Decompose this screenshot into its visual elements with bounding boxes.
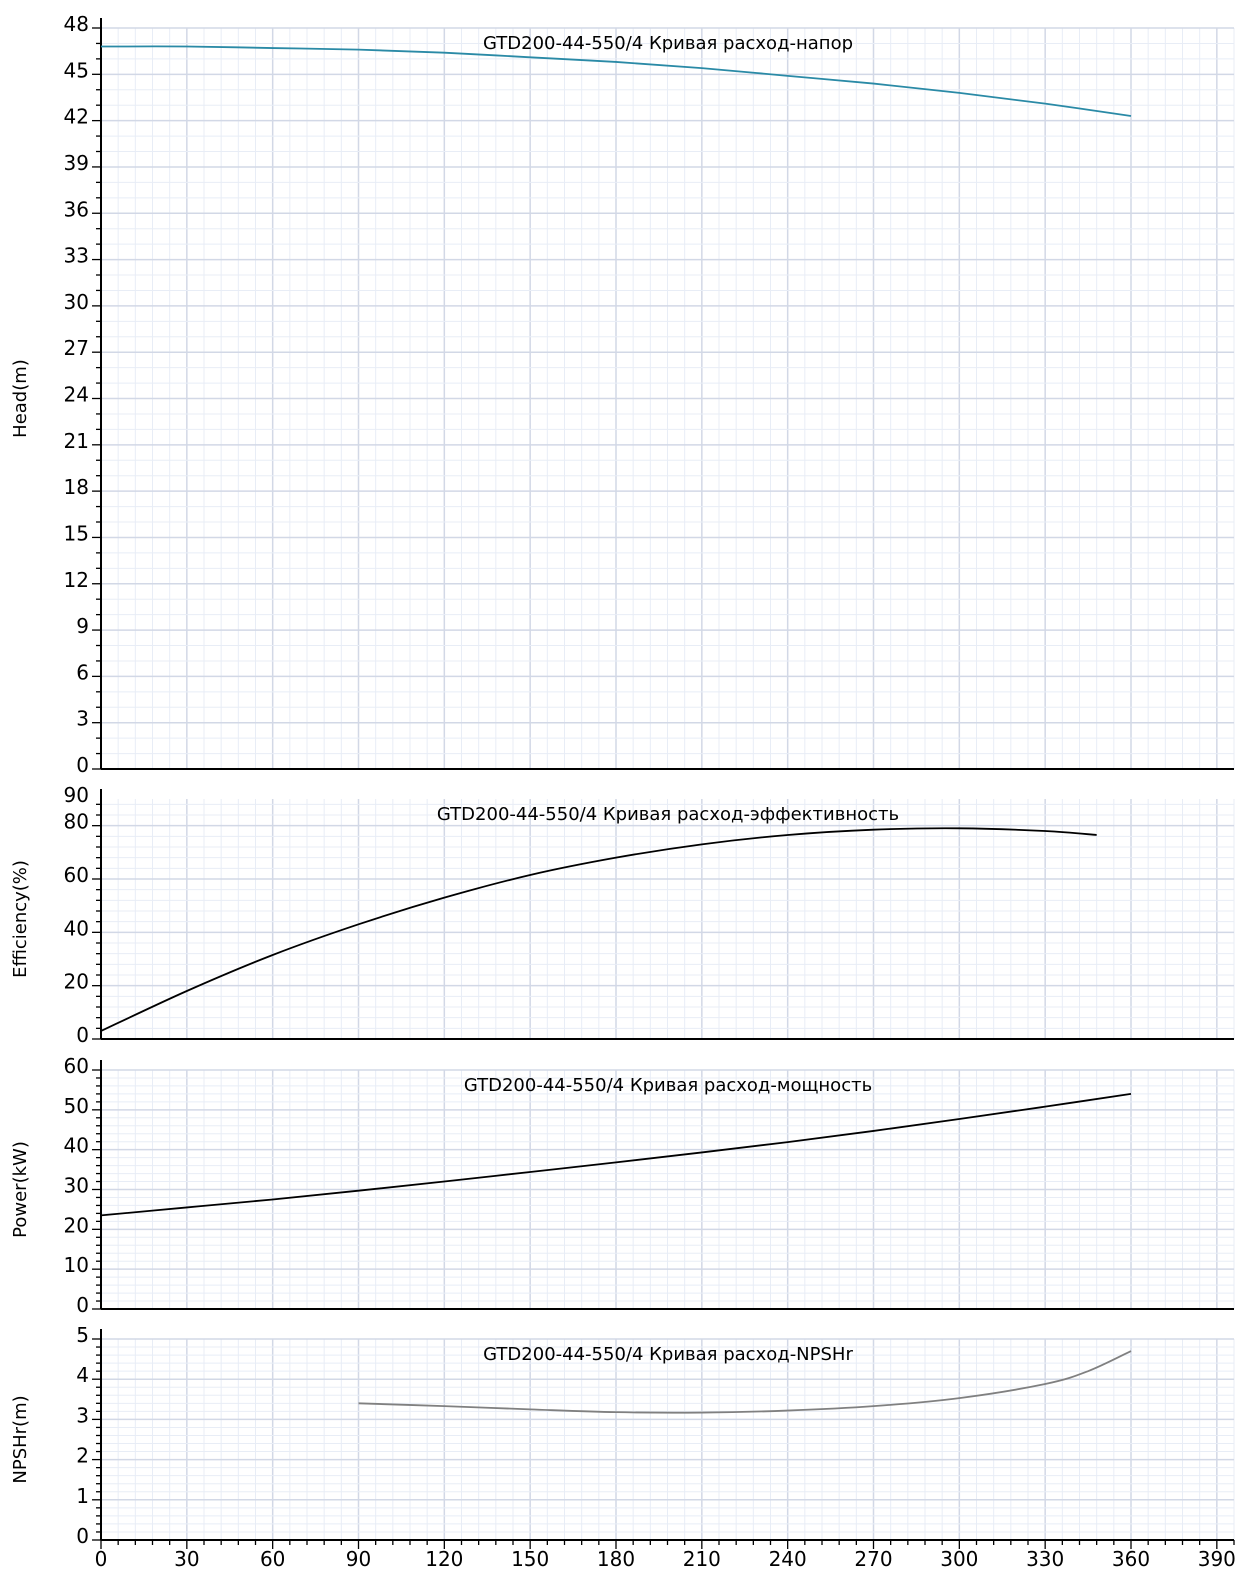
x-tick-label: 240	[769, 1547, 807, 1571]
y-axis-title: Head(m)	[10, 359, 31, 438]
y-tick-label: 30	[64, 290, 89, 314]
power-curve-panel: 0 10 20 30 40 50 60 Power(kW) GTD200-44-550/4 Кр…	[10, 1054, 1235, 1317]
y-tick-label: 60	[64, 863, 89, 887]
y-tick-label: 0	[76, 1023, 89, 1047]
y-axis-title: Efficiency(%)	[10, 860, 31, 978]
x-tick-label: 150	[511, 1547, 549, 1571]
chart-title: GTD200-44-550/4 Кривая расход-мощность	[464, 1075, 872, 1096]
head-horizontal-grid	[101, 27, 1234, 755]
y-tick-label: 24	[64, 383, 89, 407]
y-tick-label: 3	[76, 1403, 89, 1427]
npshr-curve-panel: 0 1 2 3 4 5 NPSHr(m) GTD200-44-550/4 Кривая рас…	[10, 1323, 1235, 1548]
y-tick-label: 30	[64, 1174, 89, 1198]
x-tick-label: 300	[940, 1547, 978, 1571]
head-curve-line	[100, 45, 1132, 117]
flow-x-axis: 0 30 60 90 120 150 180 210 240 270 300 330 360 390	[95, 1540, 1236, 1571]
y-tick-label: 40	[64, 1134, 89, 1158]
power-y-ticks: 0 10 20 30 40 50 60	[64, 1054, 101, 1317]
y-tick-label: 90	[64, 783, 89, 807]
chart-title: GTD200-44-550/4 Кривая расход-напор	[483, 33, 853, 54]
y-axis-title: Power(kW)	[10, 1141, 31, 1238]
y-tick-label: 5	[76, 1323, 89, 1347]
y-tick-label: 27	[64, 336, 89, 360]
efficiency-curve-line	[100, 827, 1097, 1032]
efficiency-curve-panel: 0 20 40 60 80 90 Efficiency(%) GTD200-44-550/4 …	[10, 783, 1235, 1047]
y-tick-label: 45	[64, 58, 89, 82]
y-tick-label: 50	[64, 1094, 89, 1118]
npshr-y-ticks: 0 1 2 3 4 5	[76, 1323, 101, 1548]
y-tick-label: 33	[64, 244, 89, 268]
chart-title: GTD200-44-550/4 Кривая расход-эффективно…	[437, 804, 899, 825]
power-curve-line	[100, 1093, 1132, 1217]
y-tick-label: 42	[64, 105, 89, 129]
y-tick-label: 10	[64, 1253, 89, 1277]
y-tick-label: 48	[64, 12, 89, 36]
y-tick-label: 60	[64, 1054, 89, 1078]
y-tick-label: 36	[64, 197, 89, 221]
npshr-vertical-grid	[117, 1339, 1235, 1540]
y-axis-title: NPSHr(m)	[10, 1395, 31, 1483]
x-tick-label: 60	[260, 1547, 285, 1571]
y-tick-label: 0	[76, 1293, 89, 1317]
head-curve-panel: 036912151821242730333639424548Head(m)GTD…	[10, 12, 1235, 777]
y-tick-label: 15	[64, 521, 89, 545]
y-tick-label: 12	[64, 568, 89, 592]
x-tick-label: 270	[854, 1547, 892, 1571]
y-tick-label: 40	[64, 916, 89, 940]
power-horizontal-grid	[101, 1069, 1234, 1302]
efficiency-horizontal-grid	[101, 803, 1234, 1029]
y-tick-label: 0	[76, 753, 89, 777]
y-tick-label: 80	[64, 810, 89, 834]
y-tick-label: 4	[76, 1363, 89, 1387]
y-tick-label: 20	[64, 970, 89, 994]
y-tick-label: 9	[76, 614, 89, 638]
y-tick-label: 6	[76, 660, 89, 684]
x-tick-label: 180	[597, 1547, 635, 1571]
y-tick-label: 3	[76, 707, 89, 731]
x-tick-label: 120	[425, 1547, 463, 1571]
y-tick-label: 39	[64, 151, 89, 175]
y-tick-label: 1	[76, 1484, 89, 1508]
x-tick-label: 90	[346, 1547, 371, 1571]
efficiency-vertical-grid	[117, 799, 1235, 1039]
y-tick-label: 20	[64, 1213, 89, 1237]
y-tick-label: 21	[64, 429, 89, 453]
x-tick-label: 210	[683, 1547, 721, 1571]
x-tick-label: 30	[174, 1547, 199, 1571]
x-tick-label: 330	[1026, 1547, 1064, 1571]
y-tick-label: 18	[64, 475, 89, 499]
x-tick-label: 0	[95, 1547, 108, 1571]
y-tick-label: 2	[76, 1444, 89, 1468]
x-tick-label: 390	[1198, 1547, 1236, 1571]
npshr-horizontal-grid	[101, 1338, 1234, 1533]
y-tick-label: 0	[76, 1524, 89, 1548]
chart-title: GTD200-44-550/4 Кривая расход-NPSHr	[483, 1344, 853, 1365]
npshr-curve-line	[358, 1350, 1132, 1414]
x-tick-label: 360	[1112, 1547, 1150, 1571]
efficiency-y-ticks: 0 20 40 60 80 90	[64, 783, 101, 1047]
